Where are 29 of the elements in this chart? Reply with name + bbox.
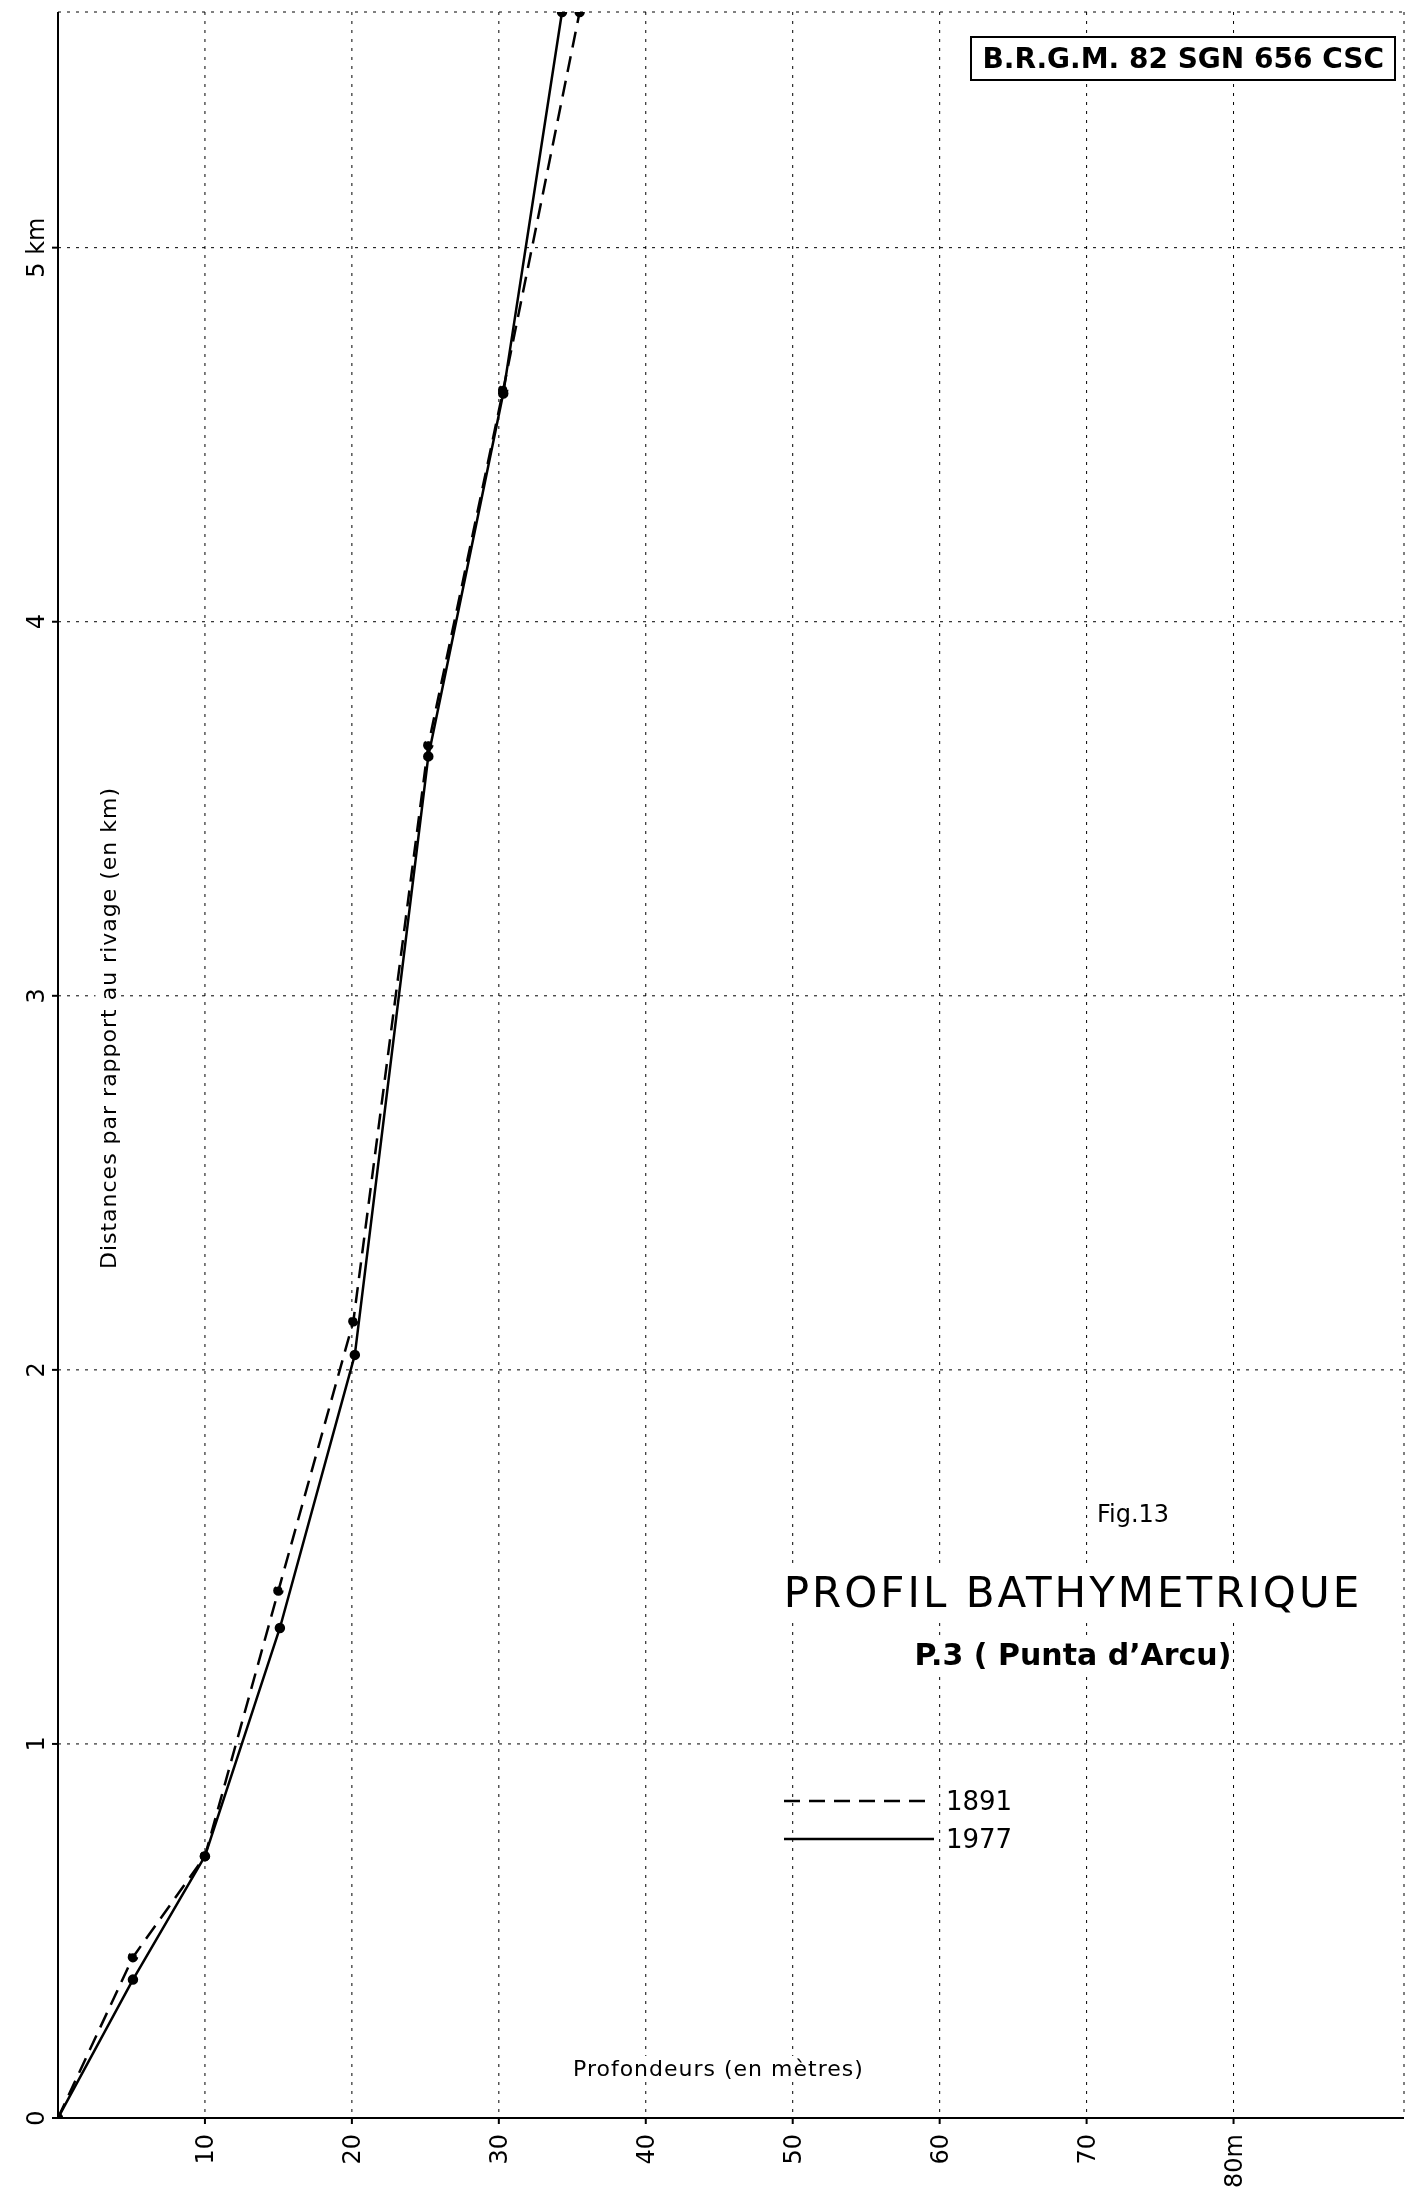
text: 1891 (945, 1786, 1013, 1816)
y-tick-label: 1 (22, 1736, 50, 1752)
x-tick-label: 70 (1072, 2134, 1101, 2165)
y-tick-label: 0 (22, 2110, 50, 2126)
y-tick-label: 5 km (22, 217, 50, 278)
y-tick-label: 2 (22, 1362, 50, 1378)
x-tick-label: 60 (925, 2134, 954, 2165)
point (423, 739, 434, 751)
x-tick-label: 30 (484, 2134, 513, 2165)
text: 1977 (945, 1824, 1013, 1854)
text: P.3 ( Punta d’Arcu) (914, 1637, 1232, 1672)
x-tick-label: 10 (190, 2134, 219, 2165)
y-tick-label: 4 (22, 614, 50, 630)
point (349, 1349, 361, 1361)
point (273, 1585, 284, 1596)
y-axis-title: Distances par rapport au rivage (en km) (95, 786, 121, 1270)
point (127, 1974, 139, 1985)
point (127, 1951, 139, 1963)
annotation: B.R.G.M. 82 SGN 656 CSC (970, 36, 1396, 81)
x-tick-label: 20 (337, 2134, 366, 2165)
point (274, 1622, 286, 1634)
x-axis-title: Profondeurs (en mètres) (573, 2056, 864, 2081)
text: PROFIL BATHYMETRIQUE (783, 1568, 1363, 1617)
x-tick-label: 80m (1219, 2134, 1248, 2188)
annotation: Fig.13 (1096, 1500, 1170, 1528)
x-tick-label: 50 (778, 2134, 807, 2165)
y-tick-label: 3 (22, 988, 50, 1004)
x-tick-label: 40 (631, 2134, 660, 2165)
point (423, 751, 434, 762)
